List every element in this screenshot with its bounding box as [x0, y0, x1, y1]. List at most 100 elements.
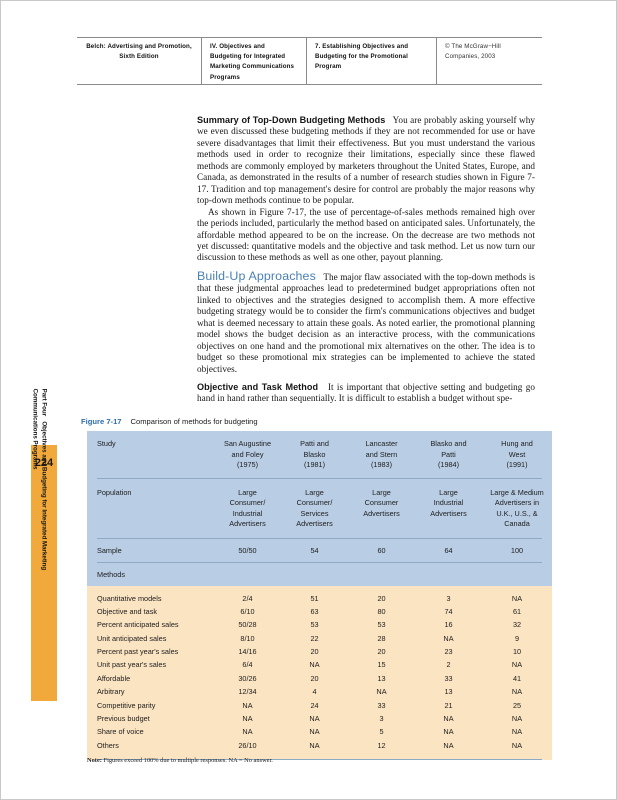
- data-cell-r5-c2: 20: [310, 647, 319, 656]
- paragraph-objective-task: Objective and Task Method It is importan…: [197, 382, 535, 405]
- body-text-column: Summary of Top-Down Budgeting Methods Yo…: [197, 115, 535, 405]
- methods-heading-spacer-4: [415, 563, 482, 586]
- data-cell-r4-c3: 28: [377, 633, 386, 643]
- data-cell-r6-c3: 15: [377, 660, 386, 670]
- data-cell-r7-c2: 20: [310, 673, 319, 683]
- data-cell-r9-c4: 21: [444, 700, 453, 710]
- data-cell-r12-c2: NA: [309, 740, 320, 750]
- paragraph-buildup: Build-Up Approaches The major flaw assoc…: [197, 268, 536, 375]
- data-cell-r3-c5: 32: [512, 620, 522, 630]
- data-cell-r3-c2: 53: [310, 620, 319, 630]
- divider: [97, 758, 542, 760]
- data-cell-r1-c3: 20: [377, 593, 386, 603]
- data-cell-r10-c1: NA: [242, 713, 253, 723]
- side-tab-running-title: Part Four Objectives and Budgeting for I…: [30, 388, 48, 599]
- data-cell-r12-c3: 12: [377, 740, 386, 750]
- running-header: Belch: Advertising and Promotion, Sixth …: [77, 37, 542, 85]
- data-cell-r1-c5: NA: [511, 593, 523, 603]
- row-label-unit-anticipated-sales: Unit anticipated sales: [97, 633, 167, 643]
- figure-caption: Figure 7-17 Comparison of methods for bud…: [81, 417, 258, 426]
- data-cell-r7-c3: 13: [377, 673, 386, 683]
- table-rule: [87, 477, 552, 479]
- runin-heading-objective-task: Objective and Task Method: [197, 381, 319, 392]
- data-cell-r6-c5: NA: [511, 660, 523, 670]
- table-row: Share of voice NA NA 5 NA NA: [87, 725, 552, 739]
- population-cell-2: Large Consumer/Services Advertisers: [296, 487, 333, 529]
- data-cell-r10-c3: 3: [379, 713, 384, 723]
- column-header-study-3: Lancaster and Stern (1983): [365, 439, 398, 469]
- row-label-unit-past-year-s-sales: Unit past year's sales: [97, 660, 167, 670]
- column-header-study-1: San Augustine and Foley (1975): [223, 439, 272, 469]
- data-cell-r8-c5: NA: [511, 687, 523, 697]
- figure-caption-text: Comparison of methods for budgeting: [130, 417, 258, 426]
- population-cell-4: Large Industrial Advertisers: [430, 487, 467, 518]
- data-cell-r11-c2: NA: [309, 727, 320, 737]
- table-row-sample: Sample 50/50 54 60 64 100: [87, 538, 552, 562]
- table-row: Objective and task 6/10 63 80 74 61: [87, 604, 552, 619]
- table-row-methods-heading: Methods: [87, 562, 552, 586]
- paragraph-figure-discussion: As shown in Figure 7-17, the use of perc…: [197, 206, 535, 263]
- sample-cell-3: 60: [377, 545, 386, 555]
- row-label-percent-past-year-s-sales: Percent past year's sales: [97, 647, 179, 656]
- data-cell-r4-c2: 22: [310, 633, 319, 643]
- data-cell-r3-c4: 16: [444, 620, 453, 630]
- table-row: Affordable 30/26 20 13 33 41: [87, 671, 552, 685]
- data-cell-r9-c3: 33: [377, 700, 386, 710]
- column-header-study-2: Patti and Blasko (1981): [300, 439, 329, 469]
- running-header-book: Belch: Advertising and Promotion, Sixth …: [77, 38, 202, 84]
- data-cell-r7-c4: 33: [444, 673, 453, 683]
- data-cell-r2-c5: 61: [512, 606, 522, 616]
- table-header-row: Study San Augustine and Foley (1975) Patti a…: [87, 431, 552, 478]
- divider: [97, 561, 542, 563]
- figure-note-prefix: Note:: [87, 757, 102, 764]
- paragraph-buildup-text: The major flaw associated with the top-d…: [197, 271, 536, 374]
- running-header-copyright: © The McGraw−Hill Companies, 2003: [445, 43, 501, 61]
- spacer-2: [197, 375, 535, 382]
- data-cell-r9-c1: NA: [242, 700, 253, 710]
- data-cell-r10-c4: NA: [443, 713, 454, 723]
- row-label-sample: Sample: [97, 545, 122, 555]
- paragraph-summary-text: You are probably asking yourself why we …: [197, 115, 535, 206]
- table-rule: [87, 561, 552, 563]
- data-cell-r12-c4: NA: [443, 740, 454, 750]
- table-rule: [87, 537, 552, 539]
- table-rule: [87, 758, 552, 760]
- data-cell-r9-c2: 24: [310, 700, 319, 710]
- table-row: Unit past year's sales 6/4 NA 15 2 NA: [87, 658, 552, 672]
- column-header-study-4: Blasko and Patti (1984): [430, 439, 467, 469]
- table-row: Quantitative models 2/4 51 20 3 NA: [87, 585, 552, 605]
- runin-heading-summary: Summary of Top-Down Budgeting Methods: [197, 115, 386, 125]
- divider: [97, 537, 542, 539]
- data-cell-r8-c1: 12/34: [238, 687, 257, 697]
- row-label-competitive-parity: Competitive parity: [97, 700, 156, 710]
- data-cell-r10-c2: NA: [309, 713, 320, 723]
- data-cell-r4-c1: 8/10: [240, 633, 255, 643]
- row-label-arbitrary: Arbitrary: [97, 687, 125, 697]
- data-cell-r8-c3: NA: [376, 687, 387, 697]
- data-cell-r6-c4: 2: [446, 660, 451, 670]
- figure-note-text: Figures exceed 100% due to multiple resp…: [103, 757, 273, 764]
- comparison-of-budgeting-methods-table: Study San Augustine and Foley (1975) Patti a…: [87, 431, 552, 760]
- section-heading-build-up-approaches: Build-Up Approaches: [197, 268, 316, 283]
- data-cell-r10-c5: NA: [511, 713, 523, 723]
- data-cell-r4-c4: NA: [443, 633, 454, 643]
- figure-7-17-table-wrapper: Study San Augustine and Foley (1975) Patti a…: [87, 431, 552, 760]
- row-label-quantitative-models: Quantitative models: [97, 593, 162, 603]
- side-tab-part-label: Part Four: [40, 388, 48, 417]
- data-cell-r12-c5: NA: [511, 740, 523, 750]
- data-cell-r3-c3: 53: [377, 620, 386, 630]
- data-cell-r3-c1: 50/28: [238, 620, 257, 630]
- running-header-chapter: 7. Establishing Objectives and Budgeting…: [307, 38, 437, 84]
- population-cell-1: Large Consumer/Industrial Advertisers: [229, 487, 266, 529]
- table-rule-cell: [87, 758, 552, 760]
- table-row: Competitive parity NA 24 33 21 25: [87, 698, 552, 712]
- row-label-objective-and-task: Objective and task: [97, 606, 158, 616]
- data-cell-r5-c1: 14/16: [238, 647, 257, 656]
- paragraph-objective-task-text: It is important that objective setting a…: [197, 381, 536, 404]
- row-label-affordable: Affordable: [97, 673, 131, 683]
- data-cell-r12-c1: 26/10: [238, 740, 257, 750]
- data-cell-r6-c2: NA: [309, 660, 320, 670]
- data-cell-r11-c3: 5: [379, 727, 384, 737]
- data-cell-r5-c4: 23: [444, 647, 453, 656]
